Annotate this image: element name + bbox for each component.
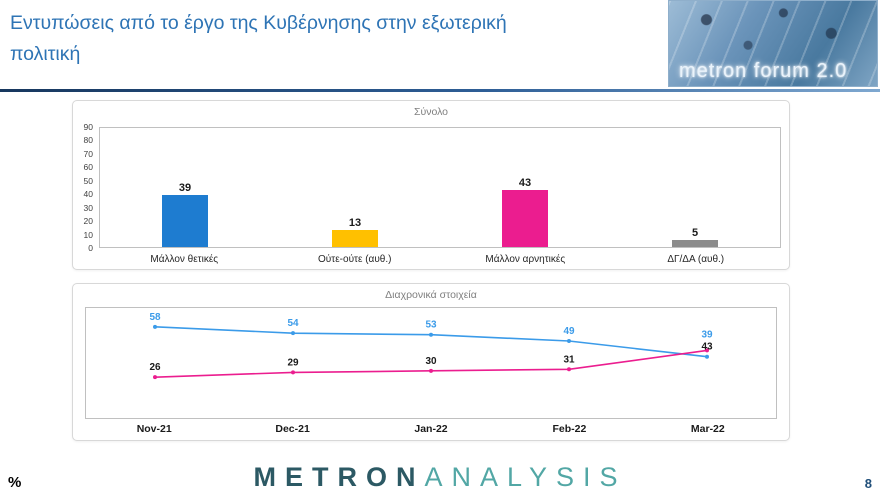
y-tick-label: 30 xyxy=(83,202,93,213)
line-x-labels: Nov-21 Dec-21 Jan-22 Feb-22 Mar-22 xyxy=(85,423,777,435)
bar-category-label: Μάλλον θετικές xyxy=(150,254,219,265)
line-series xyxy=(154,326,708,358)
bar-category-label: Ούτε-ούτε (αυθ.) xyxy=(318,254,392,265)
bar xyxy=(162,195,208,247)
bar-slot: 43 xyxy=(440,128,610,247)
data-point xyxy=(567,339,571,343)
y-tick-label: 0 xyxy=(88,242,93,253)
bar-chart-title: Σύνολο xyxy=(413,106,449,118)
data-point xyxy=(429,368,433,373)
data-point-label: 43 xyxy=(701,341,713,352)
bar-slot: 5 xyxy=(610,128,780,247)
line-chart-title: Διαχρονικά στοιχεία xyxy=(385,289,477,301)
header-divider xyxy=(0,89,880,92)
y-tick-label: 20 xyxy=(83,216,93,227)
data-point xyxy=(153,324,157,329)
data-point xyxy=(291,331,295,336)
x-axis-label: Feb-22 xyxy=(552,423,587,435)
x-axis-label: Mar-22 xyxy=(690,423,725,435)
bar xyxy=(502,190,548,247)
data-point-label: 29 xyxy=(287,357,299,368)
metron-forum-logo: metron forum 2.0 xyxy=(668,0,878,87)
bar-plot: 39 13 43 5 xyxy=(99,127,781,248)
logo-metron: METRON xyxy=(253,462,425,492)
data-point-label: 49 xyxy=(563,326,575,337)
y-tick-label: 70 xyxy=(83,148,93,159)
data-point-label: 30 xyxy=(425,356,437,367)
data-point-label: 53 xyxy=(425,320,437,331)
data-point xyxy=(153,375,157,380)
data-point-label: 54 xyxy=(287,318,299,329)
y-tick-label: 50 xyxy=(83,175,93,186)
data-point-label: 58 xyxy=(149,312,161,323)
data-point xyxy=(705,354,709,359)
bar-value-label: 13 xyxy=(348,216,362,229)
total-bar-chart-panel: Σύνολο 90 80 70 60 50 40 30 20 10 0 39 13 43 5 Μάλλο… xyxy=(72,100,790,270)
bar-slot: 13 xyxy=(270,128,440,247)
data-point xyxy=(567,367,571,372)
metron-forum-logo-text: metron forum 2.0 xyxy=(679,60,848,82)
data-point-label: 26 xyxy=(149,362,161,373)
page-title-line1: Εντυπώσεις από το έργο της Κυβέρνησης στ… xyxy=(10,12,507,34)
x-axis-label: Dec-21 xyxy=(275,423,310,435)
data-point xyxy=(291,370,295,375)
bar-category-label: Μάλλον αρνητικές xyxy=(485,254,566,265)
line-plot: 58 54 53 49 39 26 29 30 31 43 xyxy=(85,307,777,419)
page-title: Εντυπώσεις από το έργο της Κυβέρνησης στ… xyxy=(10,8,650,70)
data-point xyxy=(429,332,433,337)
bar-categories: Μάλλον θετικές Ούτε-ούτε (αυθ.) Μάλλον αρν… xyxy=(99,254,781,265)
timeseries-line-chart-panel: Διαχρονικά στοιχεία 58 54 53 49 39 26 29 30 31 43… xyxy=(72,283,790,441)
line-plot-svg: 58 54 53 49 39 26 29 30 31 43 xyxy=(149,312,713,380)
y-tick-label: 90 xyxy=(83,122,93,132)
bar-value-label: 43 xyxy=(518,177,532,190)
bar-slot: 39 xyxy=(100,128,270,247)
metron-analysis-logo: METRONANALYSIS xyxy=(253,462,626,493)
bar-value-label: 5 xyxy=(691,227,699,240)
y-tick-label: 80 xyxy=(83,135,93,146)
bar xyxy=(672,240,718,247)
bar-value-label: 39 xyxy=(178,182,192,195)
data-point xyxy=(705,348,709,353)
x-axis-label: Jan-22 xyxy=(414,423,448,435)
logo-analysis: ANALYSIS xyxy=(424,462,627,492)
y-tick-label: 10 xyxy=(83,229,93,240)
data-point-label: 39 xyxy=(701,329,713,340)
y-tick-label: 60 xyxy=(83,162,93,173)
percent-unit-label: % xyxy=(8,474,22,491)
page-title-line2: πολιτική xyxy=(10,43,81,65)
x-axis-label: Nov-21 xyxy=(136,423,172,435)
page-number: 8 xyxy=(864,476,872,491)
bar-y-axis: 90 80 70 60 50 40 30 20 10 0 xyxy=(73,122,97,253)
data-point-label: 31 xyxy=(563,354,575,365)
bar-category-label: ΔΓ/ΔΑ (αυθ.) xyxy=(667,254,725,265)
bar xyxy=(332,229,378,247)
y-tick-label: 40 xyxy=(83,189,93,200)
